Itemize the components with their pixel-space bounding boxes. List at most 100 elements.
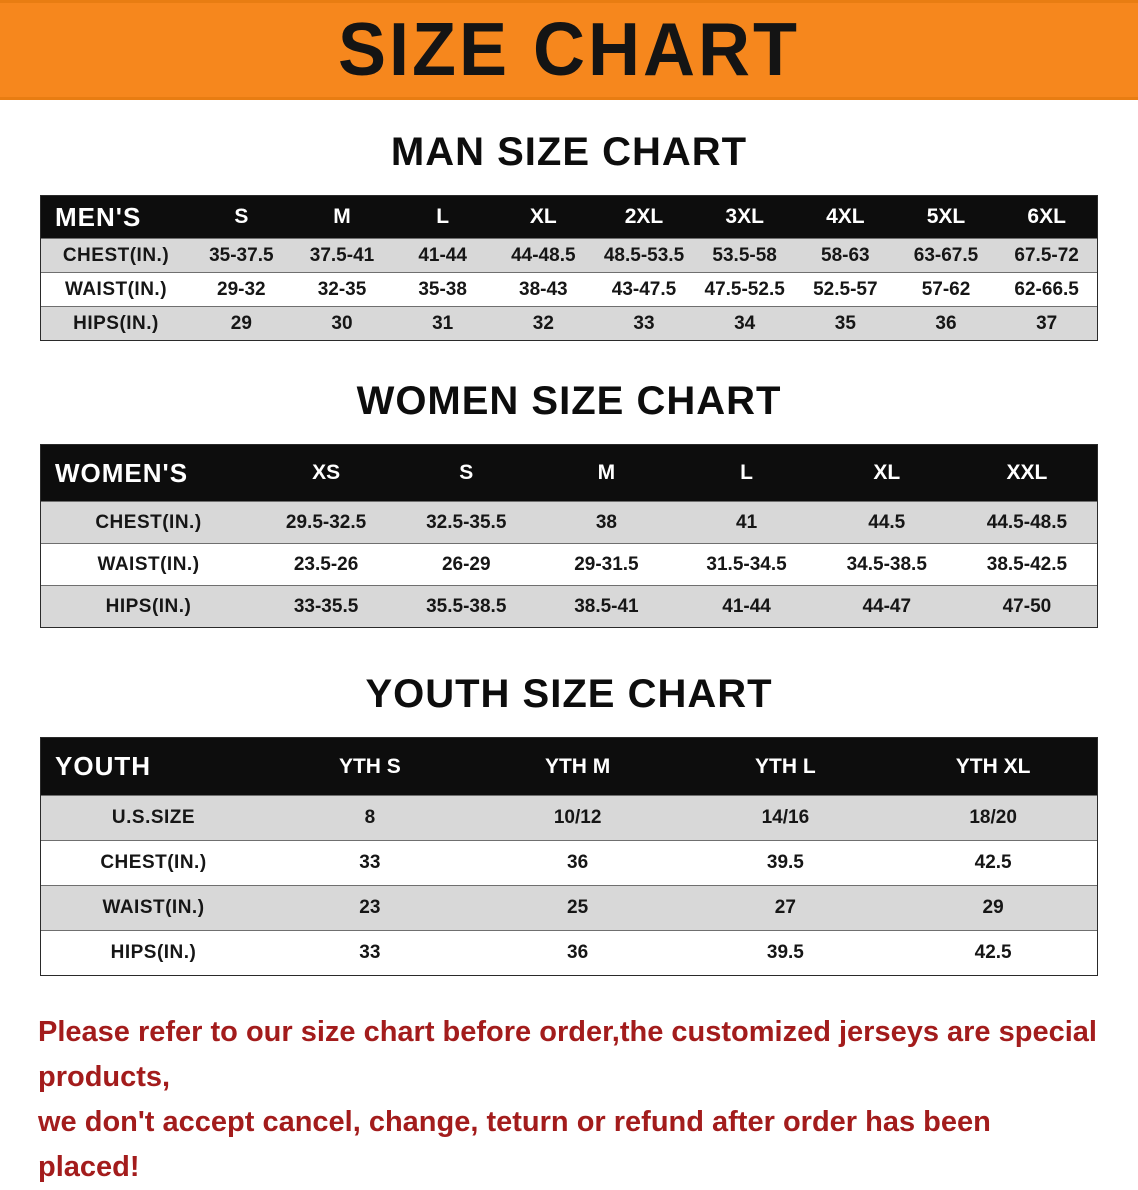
table-cell: 29 <box>982 897 1004 918</box>
table-cell: 34.5-38.5 <box>846 553 927 575</box>
table-cell: 27 <box>774 897 796 918</box>
row-label: WAIST(IN.) <box>102 897 205 918</box>
table-cell: 32.5-35.5 <box>426 511 507 533</box>
column-header: 4XL <box>826 205 865 228</box>
table-cell: 33-35.5 <box>293 595 359 617</box>
table-cell: 53.5-58 <box>712 244 777 266</box>
table-cell: 33 <box>633 312 655 334</box>
table-cell: 62-66.5 <box>1014 278 1079 300</box>
table-cell: 41-44 <box>418 244 467 266</box>
men-size-table: MEN'S S M L XL 2XL 3XL 4XL 5XL 6XL CHEST(IN.) 35-37… <box>40 195 1098 341</box>
table-cell: 35.5-38.5 <box>426 595 507 617</box>
table-cell: 31.5-34.5 <box>706 553 787 575</box>
table-header-row: YOUTH YTH S YTH M YTH L YTH XL <box>41 738 1097 795</box>
table-row: WAIST(IN.) 29-32 32-35 35-38 38-43 43-47.5 47.… <box>41 272 1097 306</box>
table-cell: 10/12 <box>553 807 602 828</box>
column-header: 3XL <box>725 205 764 228</box>
table-cell: 35-37.5 <box>209 244 274 266</box>
table-row: WAIST(IN.) 23.5-26 26-29 29-31.5 31.5-34.5 34… <box>41 543 1097 585</box>
table-cell: 41 <box>736 511 758 533</box>
table-cell: 67.5-72 <box>1014 244 1079 266</box>
table-cell: 31 <box>432 312 454 334</box>
table-cell: 32 <box>532 312 554 334</box>
column-header: L <box>436 205 450 228</box>
men-section-title: MAN SIZE CHART <box>390 130 748 174</box>
table-cell: 52.5-57 <box>813 278 878 300</box>
women-size-chart-section: WOMEN SIZE CHART WOMEN'S XS S M L XL XXL CHEST(… <box>0 341 1138 628</box>
row-label: WAIST(IN.) <box>97 553 200 575</box>
table-cell: 44.5 <box>868 511 906 533</box>
row-label: WAIST(IN.) <box>64 278 168 300</box>
column-header: XL <box>873 461 901 484</box>
table-cell: 36 <box>935 312 957 334</box>
table-corner-label: MEN'S <box>55 201 142 232</box>
table-cell: 29-31.5 <box>574 553 639 575</box>
table-row: HIPS(IN.) 33 36 39.5 42.5 <box>41 930 1097 975</box>
table-header-row: MEN'S S M L XL 2XL 3XL 4XL 5XL 6XL <box>41 196 1097 238</box>
table-cell: 47-50 <box>1002 595 1052 617</box>
table-cell: 44.5-48.5 <box>986 511 1068 533</box>
table-row: CHEST(IN.) 35-37.5 37.5-41 41-44 44-48.5 48.5… <box>41 238 1097 272</box>
table-row: HIPS(IN.) 33-35.5 35.5-38.5 38.5-41 41-44 44-… <box>41 585 1097 627</box>
column-header: S <box>234 205 249 228</box>
table-cell: 41-44 <box>722 595 771 617</box>
table-cell: 37 <box>1036 312 1058 334</box>
table-row: CHEST(IN.) 33 36 39.5 42.5 <box>41 840 1097 885</box>
table-cell: 33 <box>359 942 381 963</box>
youth-section-title: YOUTH SIZE CHART <box>365 672 773 716</box>
table-cell: 26-29 <box>441 553 491 575</box>
table-cell: 44-47 <box>862 595 912 617</box>
column-header: 2XL <box>624 205 664 228</box>
table-cell: 48.5-53.5 <box>603 244 685 266</box>
table-cell: 38.5-41 <box>574 595 639 617</box>
youth-size-table: YOUTH YTH S YTH M YTH L YTH XL U.S.SIZE 8 10/12… <box>40 737 1098 976</box>
table-cell: 29-32 <box>217 278 266 300</box>
table-cell: 57-62 <box>921 278 971 300</box>
table-cell: 29.5-32.5 <box>285 511 367 533</box>
column-header: YTH S <box>338 754 401 778</box>
men-size-chart-section: MAN SIZE CHART MEN'S S M L XL 2XL 3XL 4XL 5XL 6XL… <box>0 100 1138 341</box>
column-header: XL <box>529 205 557 228</box>
column-header: YTH XL <box>955 754 1031 778</box>
table-cell: 18/20 <box>969 807 1017 828</box>
table-cell: 30 <box>331 312 353 334</box>
table-cell: 39.5 <box>766 942 804 963</box>
row-label: CHEST(IN.) <box>62 244 170 266</box>
table-cell: 36 <box>567 942 589 963</box>
column-header: 5XL <box>926 205 966 228</box>
table-cell: 58-63 <box>821 244 870 266</box>
table-cell: 33 <box>359 852 381 873</box>
table-cell: 43-47.5 <box>611 278 677 300</box>
disclaimer-line-2: we don't accept cancel, change, teturn o… <box>38 1105 991 1183</box>
table-cell: 23 <box>359 897 381 918</box>
table-cell: 39.5 <box>766 852 804 873</box>
row-label: CHEST(IN.) <box>100 852 207 873</box>
table-corner-label: WOMEN'S <box>55 457 189 488</box>
table-cell: 36 <box>567 852 589 873</box>
table-cell: 34 <box>734 312 756 334</box>
column-header: L <box>740 461 753 484</box>
column-header: M <box>597 461 616 484</box>
table-cell: 42.5 <box>974 852 1012 873</box>
table-header-row: WOMEN'S XS S M L XL XXL <box>41 445 1097 501</box>
table-cell: 14/16 <box>761 807 810 828</box>
disclaimer: Please refer to our size chart before or… <box>38 1010 1100 1190</box>
women-size-table: WOMEN'S XS S M L XL XXL CHEST(IN.) 29.5-32.5 32.5… <box>40 444 1098 628</box>
table-cell: 23.5-26 <box>293 553 359 575</box>
table-cell: 32-35 <box>317 278 367 300</box>
table-cell: 8 <box>364 807 376 828</box>
column-header: YTH M <box>544 754 611 778</box>
row-label: HIPS(IN.) <box>110 942 197 963</box>
women-section-title: WOMEN SIZE CHART <box>356 379 782 423</box>
table-cell: 25 <box>567 897 589 918</box>
table-cell: 29 <box>230 312 252 334</box>
column-header: 6XL <box>1027 205 1066 228</box>
table-cell: 47.5-52.5 <box>704 278 785 300</box>
column-header: YTH L <box>755 754 816 778</box>
banner: SIZE CHART <box>0 0 1138 100</box>
row-label: HIPS(IN.) <box>73 312 159 334</box>
table-cell: 38.5-42.5 <box>986 553 1068 575</box>
row-label: CHEST(IN.) <box>95 511 202 533</box>
disclaimer-line-1: Please refer to our size chart before or… <box>38 1016 1097 1093</box>
